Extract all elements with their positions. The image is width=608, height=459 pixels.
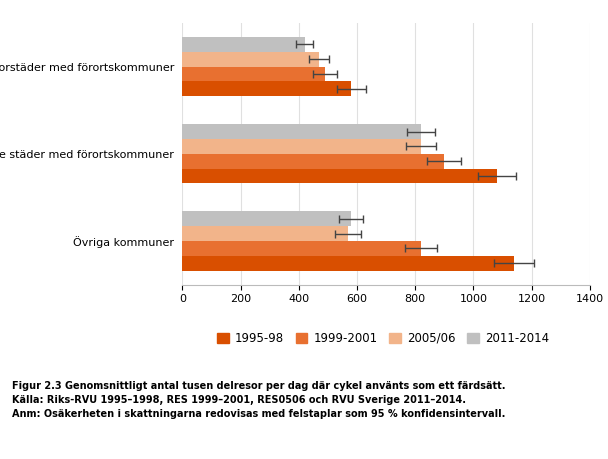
Bar — [182, 37, 305, 52]
Text: Figur 2.3 Genomsnittligt antal tusen delresor per dag där cykel använts som ett : Figur 2.3 Genomsnittligt antal tusen del… — [12, 381, 506, 419]
Bar — [182, 226, 348, 241]
Bar — [182, 52, 319, 67]
Bar — [182, 241, 421, 256]
Bar — [182, 154, 444, 168]
Bar — [182, 124, 421, 139]
Legend: 1995-98, 1999-2001, 2005/06, 2011-2014: 1995-98, 1999-2001, 2005/06, 2011-2014 — [212, 327, 554, 350]
Bar — [182, 81, 351, 96]
Bar — [182, 211, 351, 226]
Bar — [182, 168, 497, 184]
Bar — [182, 256, 514, 271]
Bar — [182, 139, 421, 154]
Bar — [182, 67, 325, 81]
